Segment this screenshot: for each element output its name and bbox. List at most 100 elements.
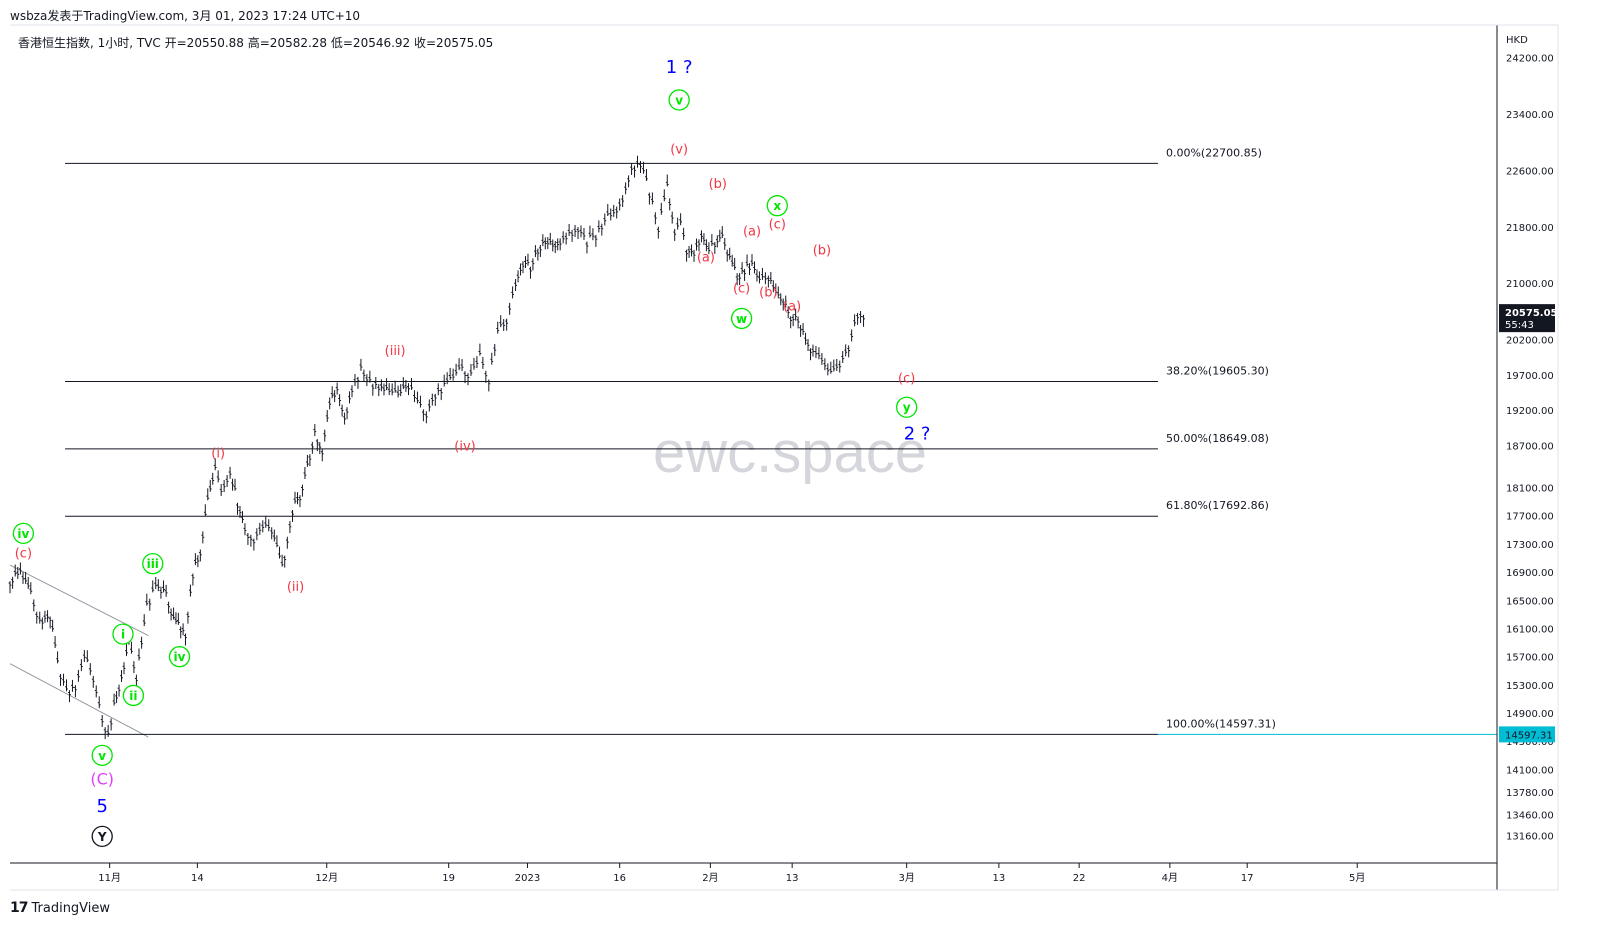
wave-label: iv [17,527,29,541]
wave-label-circle [668,89,690,111]
wave-label-circle [112,623,134,645]
currency-label: HKD [1506,35,1528,46]
y-tick-label: 14500.00 [1506,737,1554,748]
y-tick-label: 14900.00 [1506,709,1554,720]
y-tick-label: 13460.00 [1506,811,1554,822]
wave-label: (iii) [385,344,406,359]
x-tick-label: 2月 [702,872,718,884]
x-tick-label: 13 [786,873,799,884]
wave-label-circle [730,307,753,330]
y-tick-label: 20200.00 [1506,336,1554,347]
y-tick-label: 17700.00 [1506,512,1554,523]
fib-level-label: 38.20%(19605.30) [1166,364,1269,377]
y-tick-label: 16900.00 [1506,568,1554,579]
wave-label: i [121,628,125,642]
tradingview-brand: TradingView [31,900,111,916]
wave-label: (iv) [454,439,475,454]
wave-label: v [675,93,683,107]
wave-label: 5 [96,796,107,817]
y-tick-label: 21800.00 [1506,223,1554,234]
y-tick-label: 16100.00 [1506,624,1554,635]
fib-level-label: 50.00%(18649.08) [1166,432,1269,445]
y-tick-label: 18100.00 [1506,484,1554,495]
wave-label-circle [12,522,35,545]
wave-label: (b) [813,243,831,258]
wave-label-circle [896,396,918,418]
wave-label-circle [91,744,113,766]
wave-label-circle [168,646,191,668]
wave-label: iv [174,650,186,664]
tradingview-logo-icon: 17 [10,900,29,916]
y-tick-label: 18700.00 [1506,441,1554,452]
wave-label: (v) [670,143,688,158]
wave-label: ii [129,689,137,703]
x-tick-label: 17 [1241,873,1254,884]
wave-label: (c) [15,546,32,561]
fib-level-label: 0.00%(22700.85) [1166,146,1262,159]
x-tick-label: 2023 [515,873,540,884]
wave-label: (a) [783,300,801,315]
wave-label-circle [91,825,113,848]
y-tick-label: 21000.00 [1506,279,1554,290]
wave-label: (c) [733,281,750,296]
price-axis[interactable]: 24200.00 23400.00 22600.00 21800.00 21000.00… [1506,54,1554,843]
y-tick-label: 13780.00 [1506,788,1554,799]
watermark: ewc.space [653,420,927,485]
wave-label: x [773,199,781,213]
y-tick-label: 13160.00 [1506,832,1554,843]
y-tick-label: 15300.00 [1506,681,1554,692]
wave-label: iii [147,557,159,571]
wave-label: (b) [759,286,777,301]
wave-label: (ii) [287,580,304,595]
wave-label: (b) [709,177,727,192]
wave-label: (C) [90,769,114,788]
channel-line [9,663,149,738]
wave-label: (a) [743,224,761,239]
y-tick-label: 23400.00 [1506,110,1554,121]
x-tick-label: 16 [613,873,626,884]
fib-price-tag-value: 14597.31 [1505,730,1553,741]
wave-label: (c) [769,217,786,232]
y-tick-label: 22600.00 [1506,166,1554,177]
symbol-ohlc-legend: 香港恒生指数, 1小时, TVC 开=20550.88 高=20582.28 低… [18,36,494,50]
wave-label: 1 ? [666,57,693,78]
x-tick-label: 22 [1073,873,1086,884]
wave-label: y [903,401,911,415]
y-tick-label: 16500.00 [1506,596,1554,607]
wave-label-circle [766,195,788,217]
y-tick-label: 19700.00 [1506,371,1554,382]
fib-level-label: 61.80%(17692.86) [1166,499,1269,512]
attribution-text: wsbza发表于TradingView.com, 3月 01, 2023 17:… [10,9,361,23]
wave-label: Y [97,830,107,844]
x-tick-label: 19 [442,873,455,884]
time-axis[interactable]: 11月 14 12月 19 2023 16 2月 13 3月 13 22 4月 17 5月 [98,863,1365,884]
y-tick-label: 14100.00 [1506,765,1554,776]
x-tick-label: 4月 [1162,872,1178,884]
wave-label: v [98,749,106,763]
x-tick-label: 3月 [898,872,914,884]
fib-price-tag [1499,726,1555,743]
y-tick-label: 17300.00 [1506,540,1554,551]
wave-label-circle [142,553,164,575]
fib-level-label: 100.00%(14597.31) [1166,717,1276,730]
current-price-value: 20575.05 [1505,308,1558,319]
wave-label-circle [122,684,145,707]
fibonacci-levels: 0.00%(22700.85) 38.20%(19605.30) 50.00%(18… [65,146,1497,735]
x-tick-label: 14 [191,873,204,884]
y-tick-label: 15700.00 [1506,653,1554,664]
wave-label: w [736,312,747,326]
y-tick-label: 19200.00 [1506,406,1554,417]
x-tick-label: 12月 [315,872,338,884]
x-tick-label: 13 [992,873,1005,884]
x-tick-label: 11月 [98,872,121,884]
wave-label: (c) [898,372,915,387]
tradingview-footer[interactable]: 17 TradingView [10,900,110,916]
wave-label: 2 ? [904,424,931,445]
wave-label: (i) [211,446,225,461]
current-price-countdown: 55:43 [1505,320,1534,331]
x-tick-label: 5月 [1349,872,1365,884]
plot-area [10,25,1497,863]
